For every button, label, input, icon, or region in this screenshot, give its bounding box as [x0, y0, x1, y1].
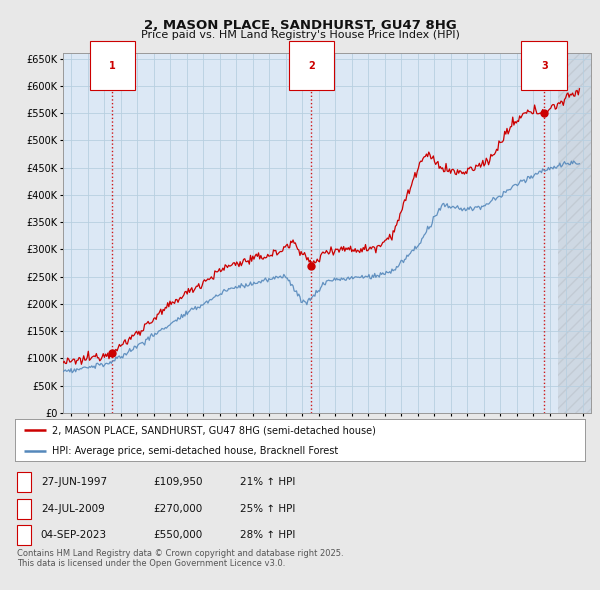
- Text: 2, MASON PLACE, SANDHURST, GU47 8HG: 2, MASON PLACE, SANDHURST, GU47 8HG: [143, 19, 457, 32]
- Text: £270,000: £270,000: [153, 504, 202, 513]
- Text: 25% ↑ HPI: 25% ↑ HPI: [240, 504, 295, 513]
- Text: 2, MASON PLACE, SANDHURST, GU47 8HG (semi-detached house): 2, MASON PLACE, SANDHURST, GU47 8HG (sem…: [52, 425, 376, 435]
- Text: This data is licensed under the Open Government Licence v3.0.: This data is licensed under the Open Gov…: [17, 559, 285, 568]
- Text: £550,000: £550,000: [153, 530, 202, 540]
- Text: Contains HM Land Registry data © Crown copyright and database right 2025.: Contains HM Land Registry data © Crown c…: [17, 549, 343, 558]
- Text: 3: 3: [20, 530, 28, 540]
- Text: HPI: Average price, semi-detached house, Bracknell Forest: HPI: Average price, semi-detached house,…: [52, 446, 338, 455]
- Text: 2: 2: [308, 61, 315, 71]
- Text: 1: 1: [20, 477, 28, 487]
- Text: 28% ↑ HPI: 28% ↑ HPI: [240, 530, 295, 540]
- Text: 2: 2: [20, 504, 28, 513]
- Text: 24-JUL-2009: 24-JUL-2009: [41, 504, 104, 513]
- Text: 3: 3: [541, 61, 548, 71]
- Text: 1: 1: [109, 61, 116, 71]
- Text: £109,950: £109,950: [153, 477, 203, 487]
- Text: 21% ↑ HPI: 21% ↑ HPI: [240, 477, 295, 487]
- Text: 27-JUN-1997: 27-JUN-1997: [41, 477, 107, 487]
- Bar: [558, 53, 591, 413]
- Text: 04-SEP-2023: 04-SEP-2023: [41, 530, 107, 540]
- Text: Price paid vs. HM Land Registry's House Price Index (HPI): Price paid vs. HM Land Registry's House …: [140, 30, 460, 40]
